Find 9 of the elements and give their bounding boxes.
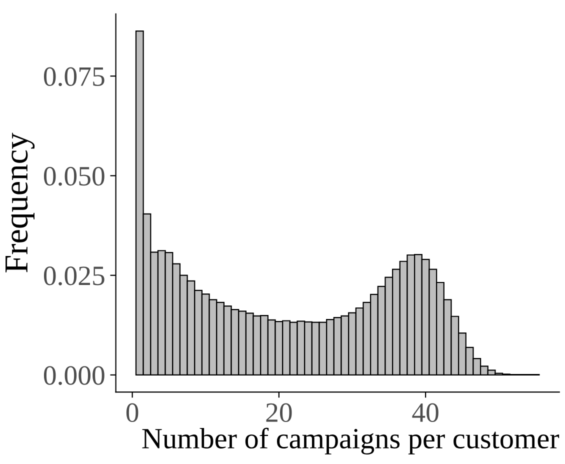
y-tick-label: 0.050 bbox=[44, 166, 104, 186]
x-axis-title: Number of campaigns per customer bbox=[142, 428, 560, 455]
y-axis-title: Frequency bbox=[6, 132, 35, 272]
x-tick-label: 40 bbox=[412, 403, 438, 422]
y-tick-label: 0.000 bbox=[44, 366, 104, 385]
y-tick-label: 0.025 bbox=[44, 266, 104, 286]
x-tick-label: 20 bbox=[266, 403, 292, 422]
y-tick-label: 0.075 bbox=[44, 67, 104, 86]
x-tick-label: 0 bbox=[126, 403, 138, 422]
